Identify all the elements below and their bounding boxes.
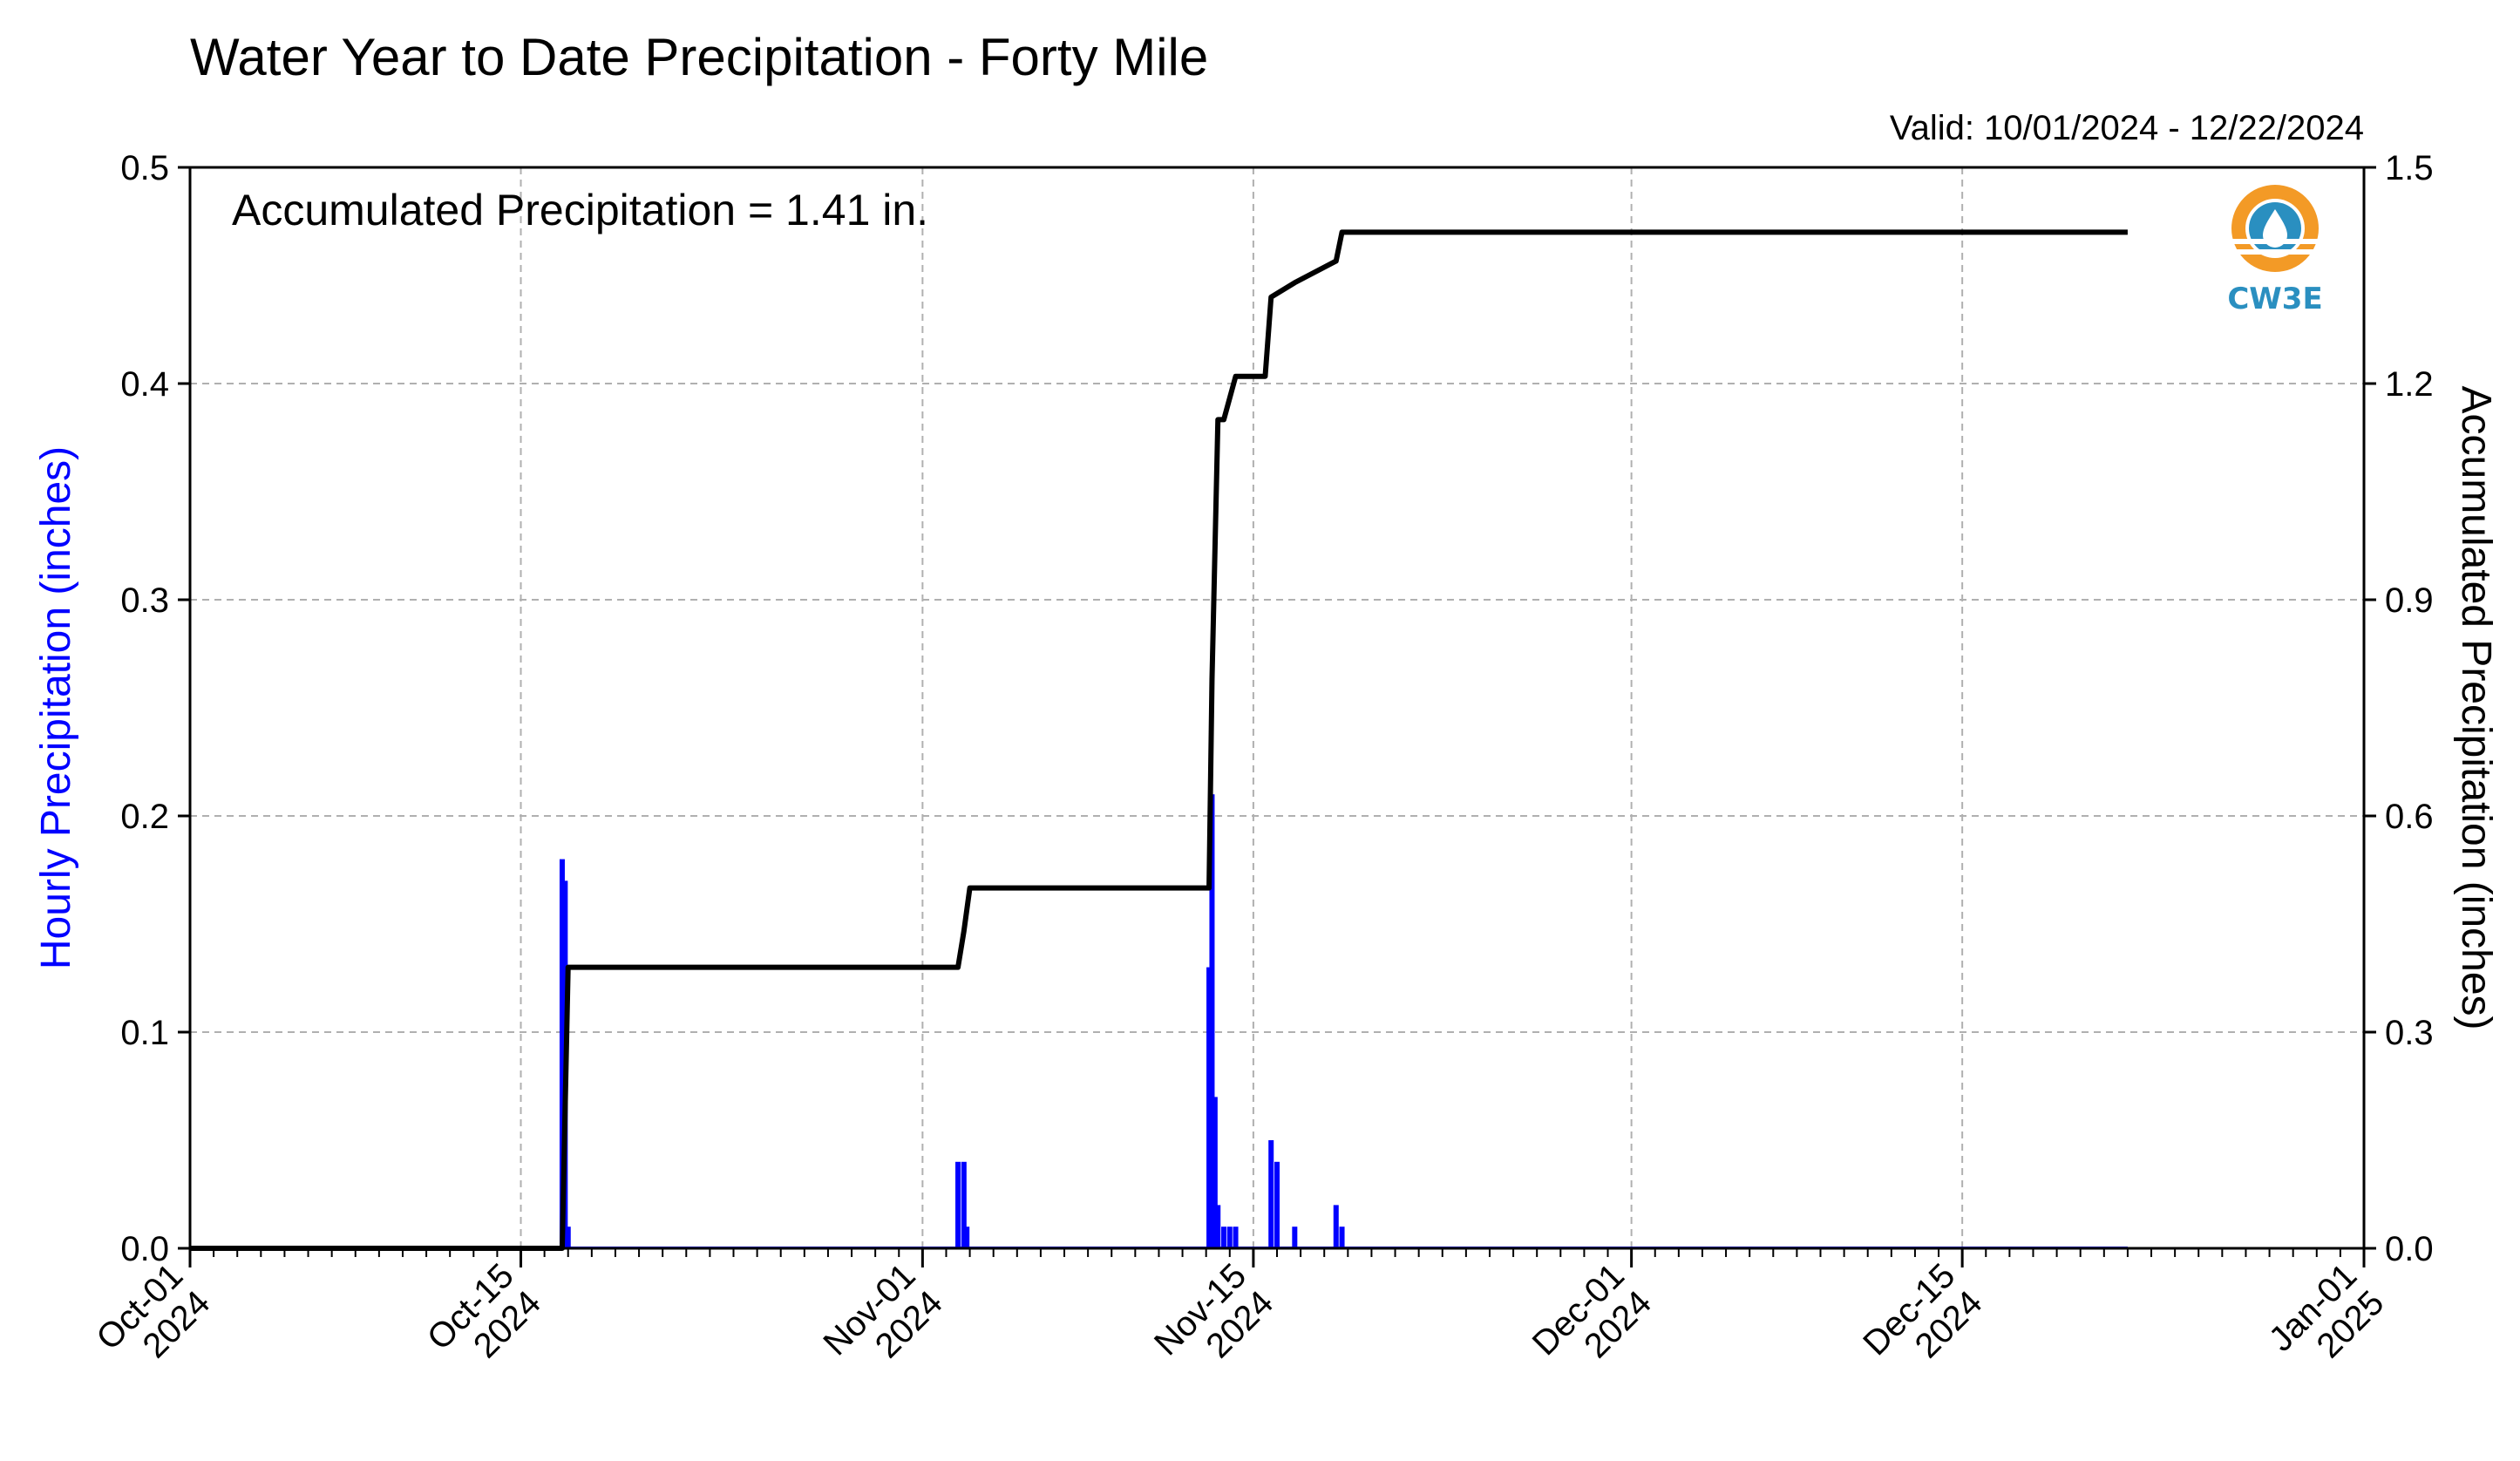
y-tick-label-left: 0.1 [120, 1014, 169, 1052]
hourly-precipitation-bar [964, 1227, 970, 1248]
chart-title: Water Year to Date Precipitation - Forty… [190, 28, 1208, 86]
hourly-precipitation-bar [1339, 1227, 1345, 1248]
hourly-precipitation-bar [1215, 1205, 1221, 1248]
hourly-precipitation-bars [190, 794, 2128, 1248]
hourly-precipitation-bar [565, 1227, 571, 1248]
hourly-precipitation-bar [1274, 1161, 1280, 1248]
hourly-precipitation-bar [1226, 1227, 1233, 1248]
y-tick-label-left: 0.5 [120, 149, 169, 187]
logo-drop-icon [2263, 209, 2287, 248]
hourly-precipitation-bar [961, 1161, 967, 1248]
y-tick-label-left: 0.2 [120, 798, 169, 836]
logo-wave-icon [2231, 249, 2319, 255]
chart-subtitle: Valid: 10/01/2024 - 12/22/2024 [1890, 109, 2364, 147]
hourly-precipitation-bar [1233, 1227, 1239, 1248]
hourly-precipitation-bar [1221, 1227, 1227, 1248]
accumulated-total-annotation: Accumulated Precipitation = 1.41 in. [232, 186, 928, 234]
y-axis-label-right: Accumulated Precipitation (inches) [2453, 385, 2499, 1029]
y-tick-label-right: 0.0 [2385, 1230, 2434, 1268]
axes: 0.0 0.0 0.1 0.3 0.2 0.6 0.3 0.9 0.4 1.2 0.5 1.5 Oct-… [89, 149, 2434, 1365]
hourly-precipitation-bar [955, 1161, 961, 1248]
y-tick-label-left: 0.0 [120, 1230, 169, 1268]
logo-wave-icon [2231, 239, 2319, 244]
hourly-precipitation-bar [1333, 1205, 1339, 1248]
grid-lines [190, 167, 2364, 1248]
y-tick-label-left: 0.4 [120, 365, 169, 404]
y-tick-label-right: 1.5 [2385, 149, 2434, 187]
accumulated-precipitation-line [190, 229, 2128, 1251]
y-tick-label-right: 0.9 [2385, 581, 2434, 620]
cw3e-logo: CW3E [2227, 185, 2323, 316]
hourly-precipitation-bar [1209, 794, 1215, 1248]
hourly-precipitation-bar [1292, 1227, 1298, 1248]
hourly-precipitation-bar [1268, 1140, 1274, 1248]
y-tick-label-right: 0.3 [2385, 1014, 2434, 1052]
accumulated-precipitation-line-group [190, 229, 2128, 1251]
hourly-precipitation-bar [559, 859, 565, 1248]
logo-text: CW3E [2227, 282, 2322, 316]
hourly-precipitation-bar [1212, 1097, 1218, 1248]
hourly-precipitation-bar [1206, 967, 1212, 1248]
plot-frame [188, 166, 2366, 1250]
y-axis-label-left: Hourly Precipitation (inches) [33, 446, 79, 969]
y-tick-label-left: 0.3 [120, 581, 169, 620]
y-tick-label-right: 0.6 [2385, 798, 2434, 836]
y-tick-label-right: 1.2 [2385, 365, 2434, 404]
